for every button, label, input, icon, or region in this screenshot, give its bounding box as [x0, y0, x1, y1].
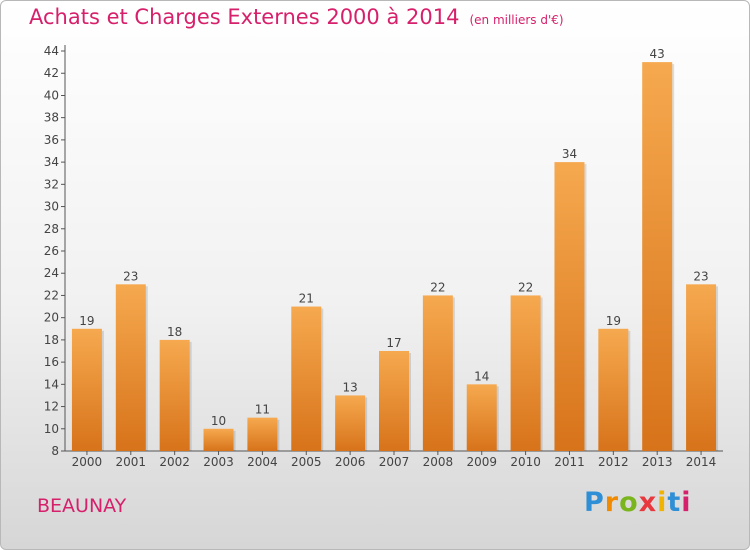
- y-tick-label: 32: [44, 177, 59, 191]
- x-tick-label: 2007: [379, 455, 410, 469]
- x-tick-label: 2010: [510, 455, 541, 469]
- bar: [71, 328, 102, 451]
- y-tick-label: 34: [44, 155, 59, 169]
- bar: [379, 351, 409, 451]
- bar-value-label: 23: [123, 269, 138, 283]
- logo-letter: i: [681, 487, 692, 518]
- y-tick-label: 10: [44, 422, 59, 436]
- x-tick-label: 2005: [291, 455, 322, 469]
- bar-value-label: 17: [386, 336, 401, 350]
- x-tick-label: 2008: [423, 455, 454, 469]
- y-tick-label: 36: [44, 133, 59, 147]
- chart-title-text: Achats et Charges Externes 2000 à 2014: [29, 5, 460, 29]
- bar-value-label: 22: [430, 280, 445, 294]
- bar: [642, 62, 673, 451]
- x-tick-label: 2009: [466, 455, 497, 469]
- y-tick-label: 24: [44, 266, 59, 280]
- x-tick-label: 2012: [598, 455, 629, 469]
- y-tick-label: 26: [44, 244, 59, 258]
- x-tick-label: 2001: [116, 455, 147, 469]
- y-tick-label: 42: [44, 66, 59, 80]
- y-tick-label: 30: [44, 200, 59, 214]
- x-tick-label: 2011: [554, 455, 585, 469]
- logo-letter: P: [584, 487, 605, 518]
- logo-letter: o: [619, 487, 639, 518]
- x-tick-label: 2006: [335, 455, 366, 469]
- y-tick-label: 38: [44, 111, 59, 125]
- y-tick-label: 8: [51, 444, 59, 458]
- x-tick-label: 2014: [686, 455, 717, 469]
- x-tick-label: 2003: [203, 455, 234, 469]
- bar-value-label: 18: [167, 325, 182, 339]
- bar: [554, 162, 585, 451]
- x-tick-label: 2002: [159, 455, 190, 469]
- y-tick-label: 44: [44, 44, 59, 58]
- bar-value-label: 19: [606, 314, 621, 328]
- logo-letter: x: [638, 487, 658, 518]
- bar: [291, 306, 322, 451]
- bar: [247, 417, 278, 451]
- bar-value-label: 21: [299, 292, 314, 306]
- bar-value-label: 19: [79, 314, 94, 328]
- bar-value-label: 22: [518, 280, 533, 294]
- y-tick-label: 40: [44, 88, 59, 102]
- x-tick-label: 2013: [642, 455, 673, 469]
- bar: [422, 295, 453, 451]
- bar: [335, 395, 366, 451]
- bar: [598, 328, 629, 451]
- y-tick-label: 12: [44, 400, 59, 414]
- chart-subtitle: (en milliers d'€): [469, 13, 564, 27]
- proxiti-logo: Proxiti: [584, 487, 692, 518]
- commune-name: BEAUNAY: [37, 495, 127, 517]
- bar-value-label: 11: [255, 403, 270, 417]
- bar-value-label: 14: [474, 369, 489, 383]
- logo-letter: r: [604, 487, 620, 518]
- y-tick-label: 20: [44, 311, 59, 325]
- x-tick-label: 2004: [247, 455, 278, 469]
- y-tick-label: 18: [44, 333, 59, 347]
- y-tick-label: 22: [44, 288, 59, 302]
- bar: [510, 295, 541, 451]
- bar-value-label: 23: [693, 269, 708, 283]
- bar: [686, 284, 717, 451]
- logo-letter: t: [667, 487, 682, 518]
- bar: [466, 384, 497, 451]
- chart-title: Achats et Charges Externes 2000 à 2014 (e…: [29, 5, 564, 29]
- y-tick-label: 28: [44, 222, 59, 236]
- y-tick-label: 14: [44, 377, 59, 391]
- bar: [203, 428, 234, 451]
- bar: [159, 339, 190, 451]
- y-tick-label: 16: [44, 355, 59, 369]
- bar-value-label: 10: [211, 414, 226, 428]
- bar: [115, 284, 146, 451]
- bar-value-label: 43: [650, 47, 665, 61]
- x-tick-label: 2000: [72, 455, 103, 469]
- bar-value-label: 13: [342, 380, 357, 394]
- bar-value-label: 34: [562, 147, 577, 161]
- logo-letter: i: [657, 487, 668, 518]
